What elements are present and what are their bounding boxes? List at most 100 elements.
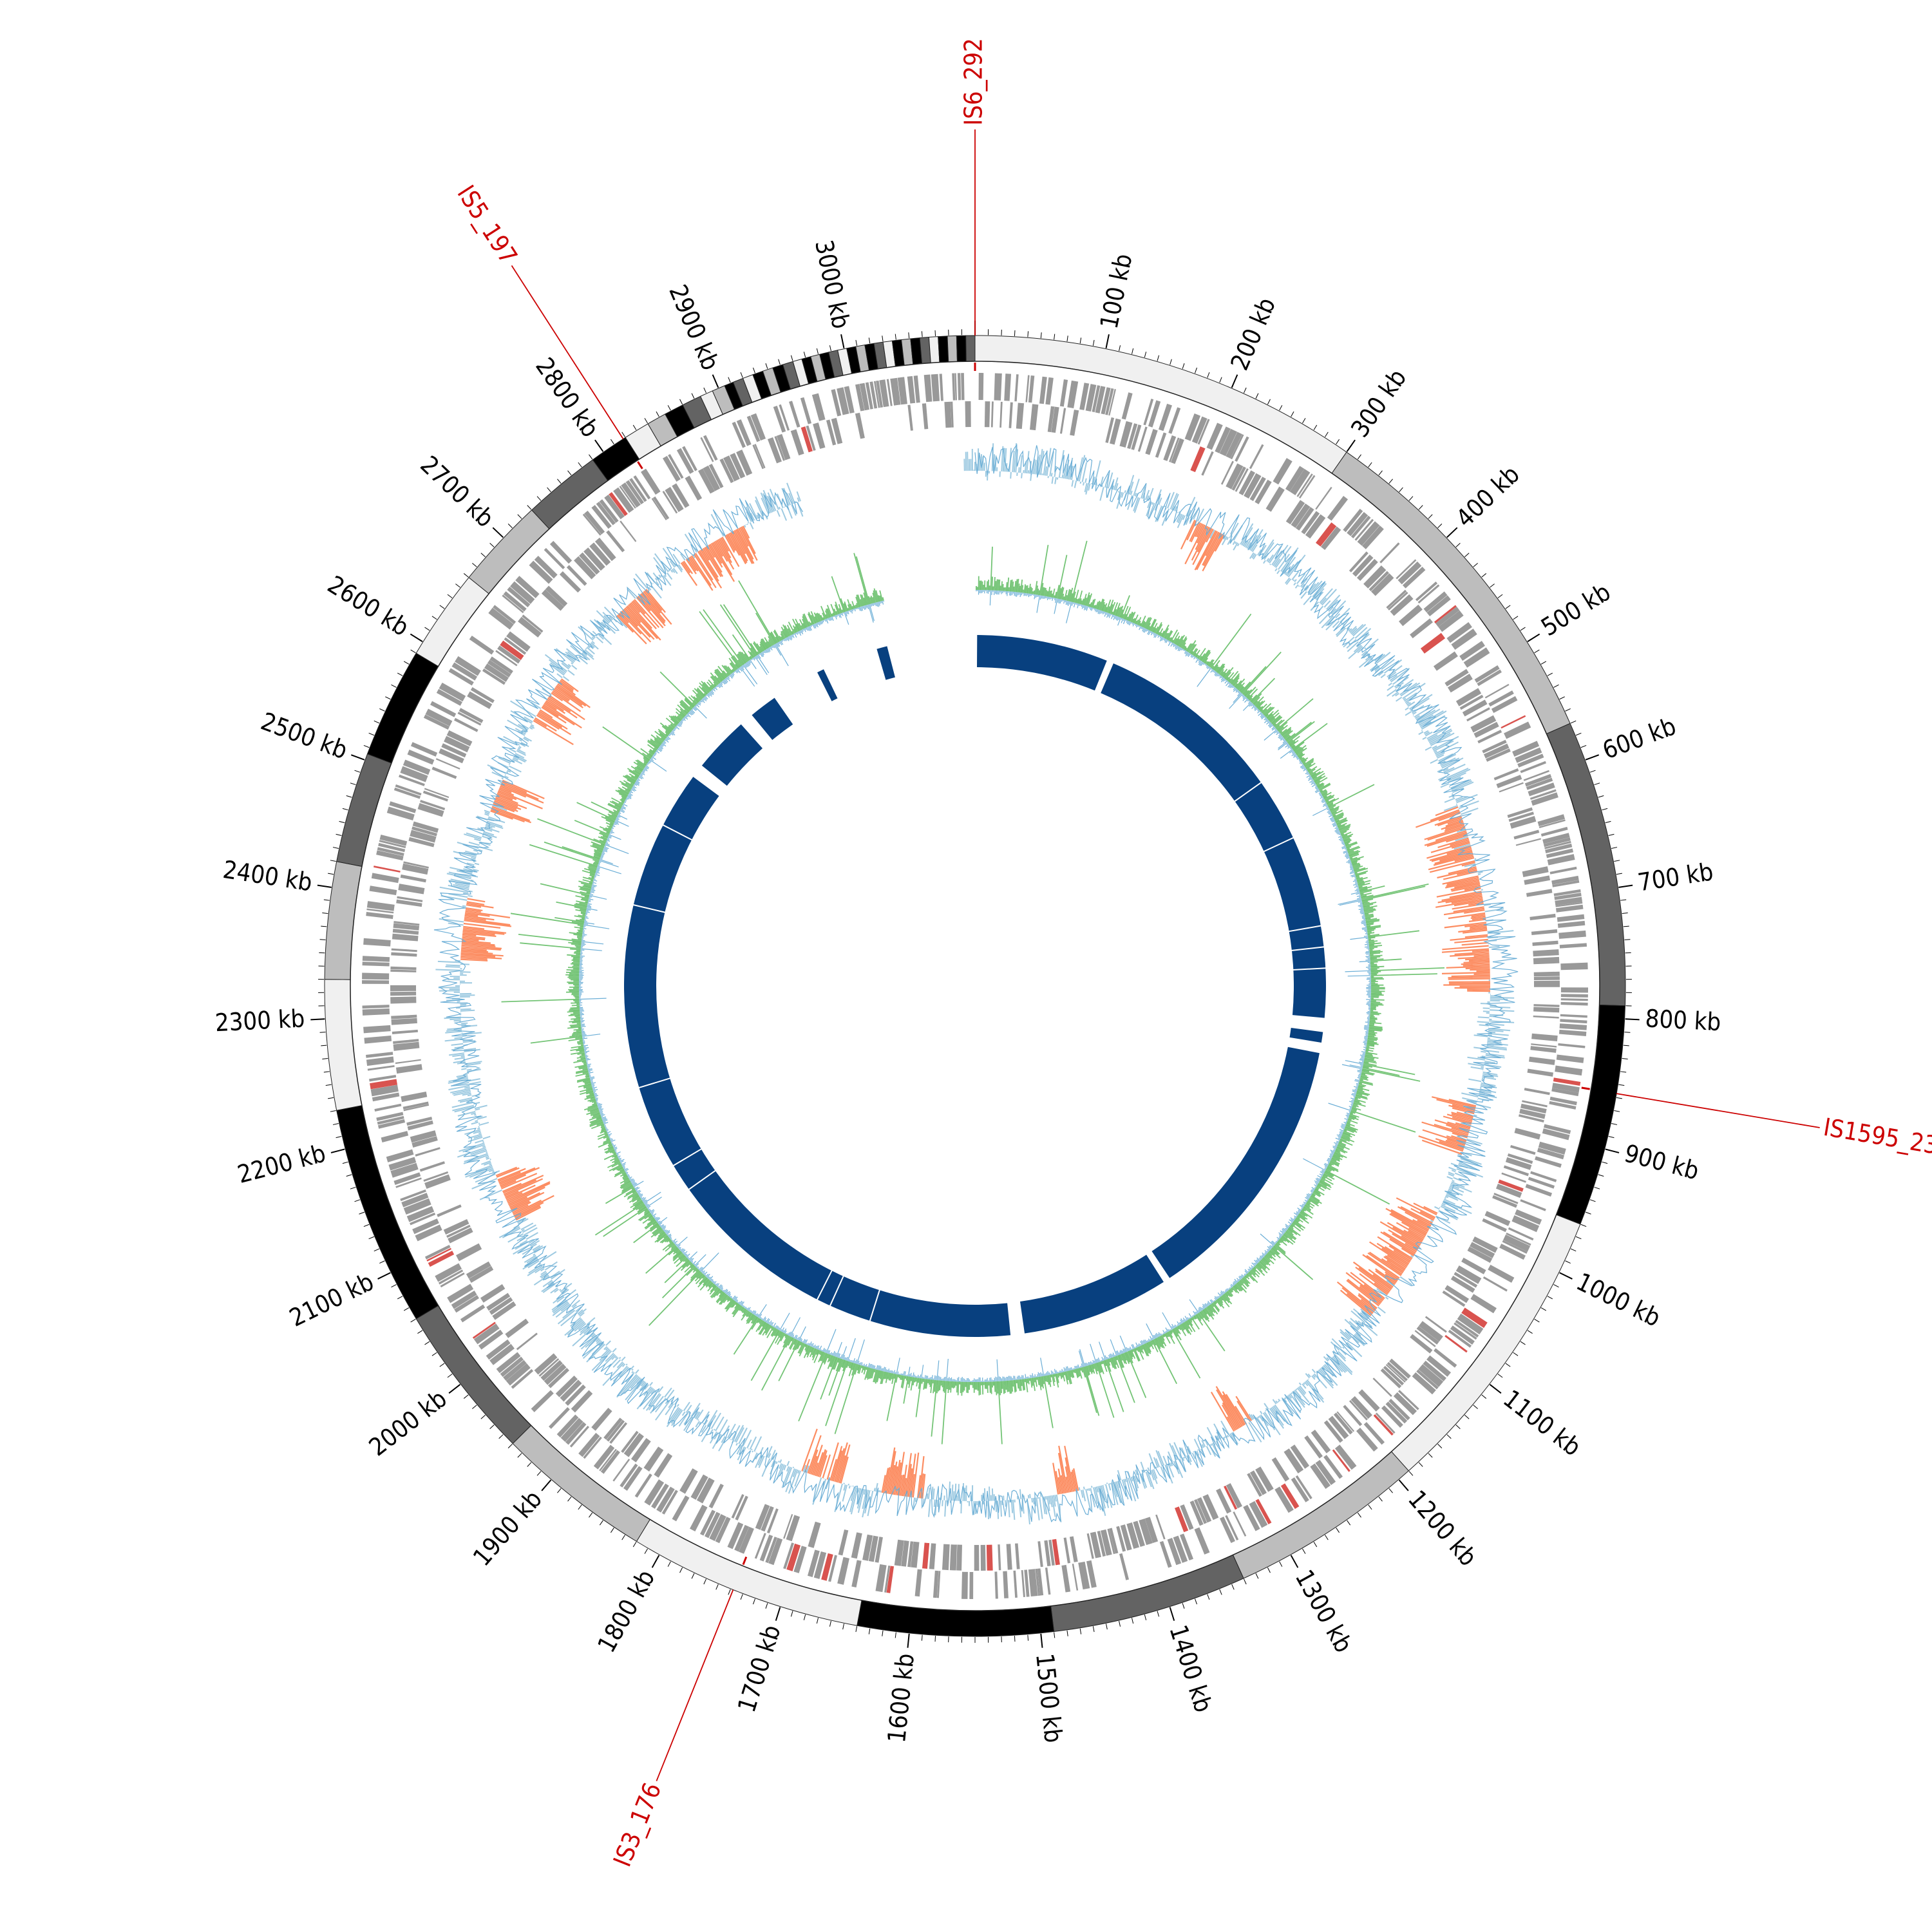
gene-feature (1398, 1390, 1419, 1410)
gene-feature (1531, 1043, 1557, 1048)
gene-feature (1542, 833, 1570, 844)
minor-tick (431, 1352, 437, 1356)
gene-feature (1414, 1330, 1436, 1347)
gene-feature (410, 1130, 437, 1143)
minor-tick (1267, 399, 1271, 405)
gene-feature (1506, 1232, 1531, 1246)
gene-feature (1510, 1144, 1536, 1155)
major-tick (350, 754, 365, 761)
gene-feature (961, 373, 965, 401)
gene-feature (1035, 1568, 1041, 1596)
minor-tick (403, 1307, 410, 1311)
gene-feature (929, 1543, 936, 1569)
gene-feature (727, 1522, 744, 1549)
major-tick (1489, 1384, 1502, 1394)
gene-feature (1519, 1114, 1544, 1122)
gene-feature (1126, 1522, 1140, 1549)
minor-tick (374, 1248, 380, 1252)
gene-feature (1508, 811, 1534, 822)
gene-feature (768, 1537, 783, 1566)
minor-tick (578, 1504, 582, 1510)
gene-feature (451, 1291, 477, 1309)
minor-tick (1580, 1224, 1587, 1227)
gene-feature (538, 1358, 560, 1377)
gene-feature (451, 662, 478, 681)
gene-feature (1219, 428, 1238, 457)
gene-feature (391, 952, 417, 957)
major-tick (330, 1148, 345, 1153)
gene-feature (1520, 1103, 1547, 1114)
gene-feature (1015, 1543, 1020, 1569)
minor-tick (703, 387, 707, 393)
gene-feature (699, 1510, 715, 1536)
scale-label: 1900 kb (468, 1485, 547, 1571)
gene-feature (1243, 1504, 1260, 1531)
gene-feature (1549, 1101, 1577, 1110)
gene-feature (560, 1417, 583, 1443)
gene-feature (548, 1406, 570, 1429)
gene-feature (1551, 875, 1579, 885)
minor-tick (1418, 505, 1423, 510)
gene-feature (613, 487, 634, 513)
gene-feature (1508, 1227, 1534, 1241)
major-tick (541, 1479, 552, 1492)
gene-feature (609, 1422, 628, 1444)
gene-feature (783, 1513, 793, 1539)
gene-feature (1511, 1215, 1540, 1233)
gene-feature (837, 1557, 849, 1585)
gene-feature (400, 874, 426, 883)
minor-tick (842, 1624, 844, 1630)
gene-feature (1224, 1485, 1238, 1510)
gene-feature (1450, 1275, 1475, 1293)
gene-feature (1434, 1348, 1457, 1368)
synteny-block (817, 669, 838, 701)
gene-feature (1470, 1242, 1495, 1258)
scale-label: 600 kb (1599, 712, 1680, 764)
gene-feature (746, 415, 761, 442)
gene-feature (500, 1356, 524, 1378)
gene-feature (1045, 377, 1054, 405)
gene-feature (736, 450, 753, 476)
gene-feature (1327, 496, 1349, 521)
gene-feature (1105, 388, 1114, 415)
gene-feature (362, 980, 390, 984)
gene-feature (1555, 1065, 1583, 1076)
gene-feature (1255, 479, 1272, 505)
gene-feature (1197, 1497, 1212, 1523)
gene-feature (1447, 674, 1473, 693)
synteny-block (752, 697, 793, 740)
gene-feature (1189, 1501, 1204, 1526)
minor-tick (1368, 462, 1372, 468)
gene-feature (705, 1511, 721, 1539)
gene-feature (1249, 1501, 1268, 1528)
gene-feature (1131, 424, 1142, 450)
gene-feature (700, 437, 714, 462)
minor-tick (431, 616, 437, 620)
synteny-block (1101, 663, 1326, 1018)
gene-feature (1119, 421, 1133, 448)
gene-feature (1095, 386, 1106, 413)
minor-tick (656, 411, 659, 417)
minor-tick (1505, 1363, 1511, 1367)
minor-tick (536, 496, 542, 501)
gene-feature (594, 537, 616, 562)
minor-tick (379, 1260, 385, 1264)
gene-feature (1173, 1535, 1188, 1563)
gene-feature (901, 1540, 909, 1567)
minor-tick (1623, 925, 1629, 927)
scale-label: 1200 kb (1403, 1485, 1482, 1571)
scale-label: 2000 kb (364, 1384, 452, 1461)
gene-feature (1085, 384, 1097, 412)
gene-feature (1540, 826, 1568, 837)
contig-segment (324, 861, 363, 980)
gene-feature (755, 1504, 770, 1530)
gene-feature (1368, 571, 1389, 592)
gene-feature (1455, 1265, 1482, 1284)
gene-feature (381, 1131, 409, 1143)
minor-tick (1347, 1520, 1351, 1526)
gene-feature (957, 373, 961, 401)
gene-feature (1039, 376, 1047, 404)
gene-feature (875, 1537, 883, 1563)
gene-feature (391, 948, 417, 952)
synteny-block (876, 646, 895, 680)
